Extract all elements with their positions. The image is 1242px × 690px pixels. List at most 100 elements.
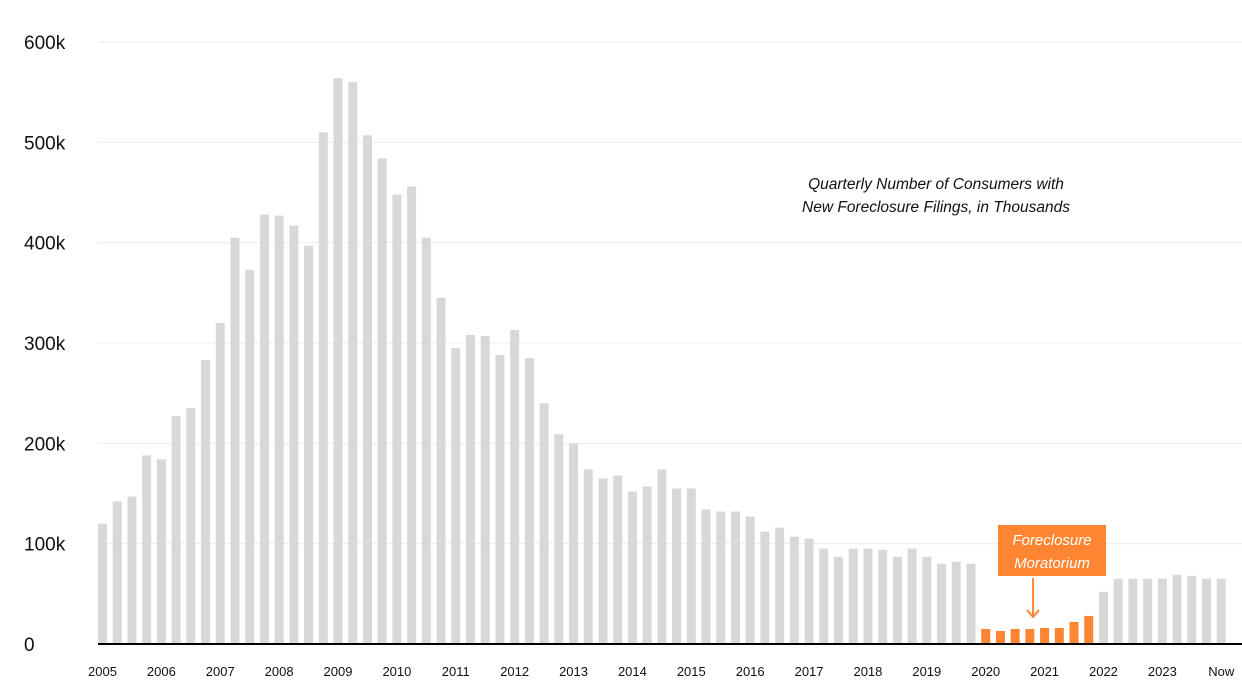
x-tick-label: 2023 (1148, 664, 1177, 679)
x-tick-label: Now (1208, 664, 1235, 679)
bar (922, 556, 932, 644)
bar (686, 488, 696, 644)
bar (1098, 591, 1108, 644)
bar (230, 237, 240, 644)
bar (480, 335, 490, 644)
bar (775, 527, 785, 644)
y-tick-label: 200k (24, 434, 66, 455)
bar (804, 538, 814, 644)
bar (392, 194, 402, 644)
x-axis-ticks: 2005 2006 2007 2008 2009 2010 2011 2012 2013 2014… (88, 664, 1235, 679)
bar (127, 496, 137, 644)
bar (834, 556, 843, 644)
bar (1202, 578, 1211, 644)
bar-moratorium (1025, 628, 1035, 644)
bar (245, 269, 255, 644)
bar (112, 501, 122, 644)
bar (215, 322, 225, 644)
x-tick-label: 2021 (1030, 664, 1059, 679)
x-tick-label: 2014 (618, 664, 647, 679)
bar (156, 459, 166, 644)
bar (524, 358, 534, 644)
bar-moratorium (1069, 621, 1079, 644)
x-tick-label: 2012 (500, 664, 529, 679)
bar (672, 488, 682, 644)
bar (937, 563, 947, 644)
bar-moratorium (1040, 627, 1050, 644)
bar (730, 511, 740, 644)
bar (569, 443, 579, 644)
x-tick-label: 2011 (442, 664, 470, 679)
bar (451, 348, 461, 644)
bar (274, 215, 284, 644)
x-tick-label: 2018 (853, 664, 882, 679)
x-tick-label: 2005 (88, 664, 117, 679)
bar (421, 237, 431, 644)
bar (598, 478, 608, 644)
bar-moratorium (981, 628, 991, 644)
bar (583, 469, 593, 644)
bar (951, 561, 961, 644)
bar (539, 403, 549, 644)
annotation-line-2: New Foreclosure Filings, in Thousands (802, 199, 1070, 216)
chart-annotation: Quarterly Number of Consumers with New F… (802, 176, 1070, 216)
bar-moratorium (1010, 628, 1020, 644)
y-tick-label: 300k (24, 334, 66, 355)
bar (789, 536, 799, 644)
callout-arrow-head (1026, 609, 1040, 619)
y-tick-label: 0 (24, 635, 35, 656)
annotation-line-1: Quarterly Number of Consumers with (808, 176, 1064, 193)
x-tick-label: 2019 (912, 664, 941, 679)
x-tick-label: 2020 (971, 664, 1000, 679)
y-tick-label: 400k (24, 234, 66, 255)
bar (1128, 578, 1138, 644)
bar (848, 548, 858, 644)
bar (510, 329, 520, 644)
bar (407, 186, 417, 645)
bar-moratorium (1054, 627, 1064, 644)
bar (186, 408, 196, 644)
bar (642, 486, 652, 644)
x-tick-label: 2022 (1089, 664, 1118, 679)
bar (466, 334, 475, 644)
bar (657, 469, 667, 644)
bar (289, 225, 299, 645)
bar (878, 549, 888, 644)
bar (318, 132, 328, 645)
bar (760, 531, 770, 644)
bar (907, 548, 917, 644)
bar (495, 355, 505, 644)
x-tick-label: 2015 (677, 664, 706, 679)
gridlines (98, 41, 1242, 545)
bar (1172, 574, 1182, 644)
moratorium-callout: Foreclosure Moratorium (998, 525, 1106, 619)
bar (1216, 578, 1226, 644)
bar (436, 297, 446, 644)
y-tick-label: 500k (24, 133, 66, 154)
bar (1157, 578, 1167, 644)
bar (819, 548, 829, 644)
callout-box (998, 525, 1106, 576)
bar (348, 82, 358, 644)
bar (613, 475, 623, 644)
bar (1143, 578, 1153, 644)
bar (716, 511, 726, 644)
bar (1113, 578, 1123, 644)
bar-moratorium (995, 630, 1005, 644)
bar (701, 509, 711, 644)
x-tick-label: 2010 (382, 664, 411, 679)
bar (259, 214, 269, 644)
y-tick-label: 600k (24, 33, 66, 54)
x-tick-label: 2008 (265, 664, 294, 679)
x-tick-label: 2017 (795, 664, 824, 679)
bars (98, 78, 1226, 645)
bar (362, 135, 372, 644)
x-tick-label: 2013 (559, 664, 588, 679)
y-axis-ticks: 0 100k 200k 300k 400k 500k 600k (24, 33, 66, 656)
bar (745, 516, 755, 644)
bar (304, 245, 314, 644)
callout-line-1: Foreclosure (1012, 532, 1091, 549)
bar (966, 563, 976, 644)
bar (863, 548, 873, 644)
x-tick-label: 2009 (324, 664, 353, 679)
